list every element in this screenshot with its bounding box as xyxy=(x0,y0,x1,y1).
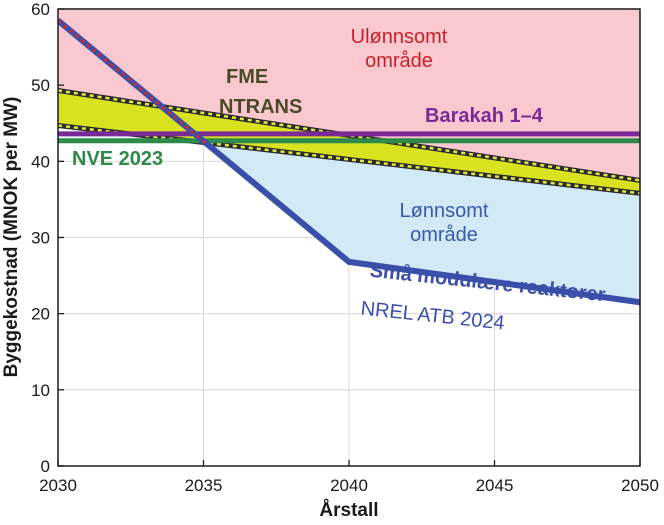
nve-2023-label: NVE 2023 xyxy=(72,148,163,170)
ntrans-label: NTRANS xyxy=(219,96,302,118)
smr-unprofitable-overlay xyxy=(58,19,207,144)
x-tick-label: 2030 xyxy=(39,476,77,495)
y-tick-label: 60 xyxy=(31,0,50,19)
x-tick-label: 2050 xyxy=(621,476,659,495)
y-tick-label: 50 xyxy=(31,76,50,95)
y-tick-label: 0 xyxy=(41,457,50,476)
y-tick-label: 20 xyxy=(31,305,50,324)
x-tick-label: 2035 xyxy=(185,476,223,495)
x-axis-title: Årstall xyxy=(319,500,378,521)
barakah-label: Barakah 1–4 xyxy=(425,105,544,127)
y-tick-label: 40 xyxy=(31,152,50,171)
y-axis-title: Byggekostnad (MNOK per MW) xyxy=(1,97,22,378)
x-tick-label: 2040 xyxy=(330,476,368,495)
profitable-region-label: Lønnsomt område xyxy=(400,200,489,246)
y-tick-label: 10 xyxy=(31,381,50,400)
fme-band-upper-edge-dash xyxy=(58,89,640,182)
x-tick-label: 2045 xyxy=(476,476,514,495)
unprofitable-region xyxy=(58,9,640,181)
y-tick-label: 30 xyxy=(31,229,50,248)
smr-cost-line xyxy=(58,18,640,306)
fme-band-lower-edge-dash xyxy=(58,124,640,195)
fme-label: FME xyxy=(226,66,268,88)
unprofitable-region-label: Ulønnsomt område xyxy=(351,26,448,72)
